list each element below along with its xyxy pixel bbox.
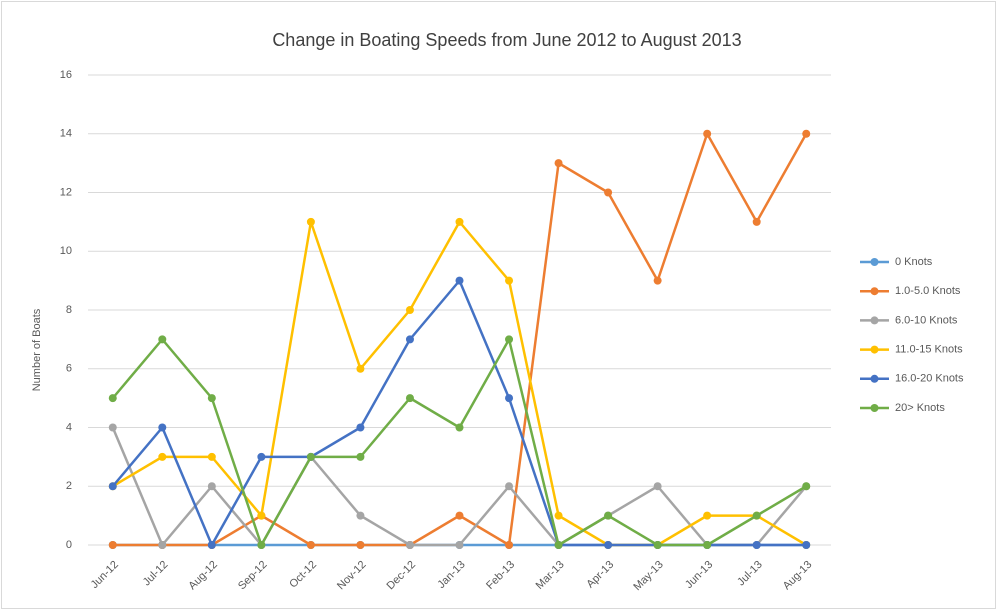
data-point [158,541,167,549]
legend-label: 1.0-5.0 Knots [895,285,961,297]
data-point [356,364,365,373]
data-point [604,511,613,520]
data-point [554,541,563,549]
y-axis-label: Number of Boats [31,308,43,391]
legend-label: 16.0-20 Knots [895,373,964,385]
legend-label: 0 Knots [895,256,933,268]
data-point [653,482,662,491]
data-point [306,541,315,549]
data-point [207,482,216,491]
data-point [703,541,712,549]
data-point [207,394,216,403]
data-point [802,482,811,491]
data-point [405,541,414,549]
data-point [505,394,514,403]
data-point [505,335,514,344]
y-tick-label: 12 [60,186,72,198]
data-point [405,306,414,314]
data-point [802,541,811,549]
legend-marker [870,404,879,412]
data-point [356,452,365,461]
data-point [257,541,266,549]
y-tick-label: 2 [66,480,72,492]
data-point [257,511,266,520]
data-point [455,217,464,226]
legend-marker [870,316,879,325]
legend-label: 6.0-10 Knots [895,314,958,326]
legend-label: 11.0-15 Knots [895,344,963,356]
data-point [306,452,315,461]
y-tick-label: 10 [60,245,72,257]
data-point [108,482,117,491]
data-point [356,511,365,520]
data-point [306,217,315,226]
legend-marker [870,287,879,296]
data-point [505,541,514,549]
data-point [405,335,414,344]
data-point [752,541,761,549]
chart-title: Change in Boating Speeds from June 2012 … [272,30,741,50]
data-point [108,423,117,432]
data-point [505,482,514,491]
y-tick-label: 4 [66,421,72,433]
y-tick-label: 16 [60,69,72,81]
legend-label: 20> Knots [895,402,945,414]
data-point [604,541,613,549]
data-point [207,452,216,461]
data-point [108,394,117,403]
data-point [653,541,662,549]
data-point [554,511,563,520]
data-point [752,217,761,226]
y-tick-label: 14 [60,128,72,140]
data-point [802,129,811,138]
data-point [455,276,464,285]
data-point [752,511,761,520]
data-point [405,394,414,403]
data-point [158,335,167,344]
data-point [207,541,216,549]
data-point [505,276,514,285]
data-point [703,511,712,520]
data-point [356,423,365,432]
y-tick-label: 6 [66,363,72,375]
data-point [604,188,613,197]
data-point [158,452,167,461]
data-point [554,159,563,168]
legend-marker [870,345,879,354]
data-point [455,541,464,549]
data-point [455,423,464,432]
data-point [653,276,662,285]
legend-marker [870,258,879,266]
data-point [703,129,712,138]
data-point [108,541,117,549]
legend-marker [870,374,879,383]
data-point [455,511,464,520]
data-point [257,452,266,461]
y-tick-label: 0 [66,539,72,551]
data-point [158,423,167,432]
data-point [356,541,365,549]
y-tick-label: 8 [66,304,72,316]
